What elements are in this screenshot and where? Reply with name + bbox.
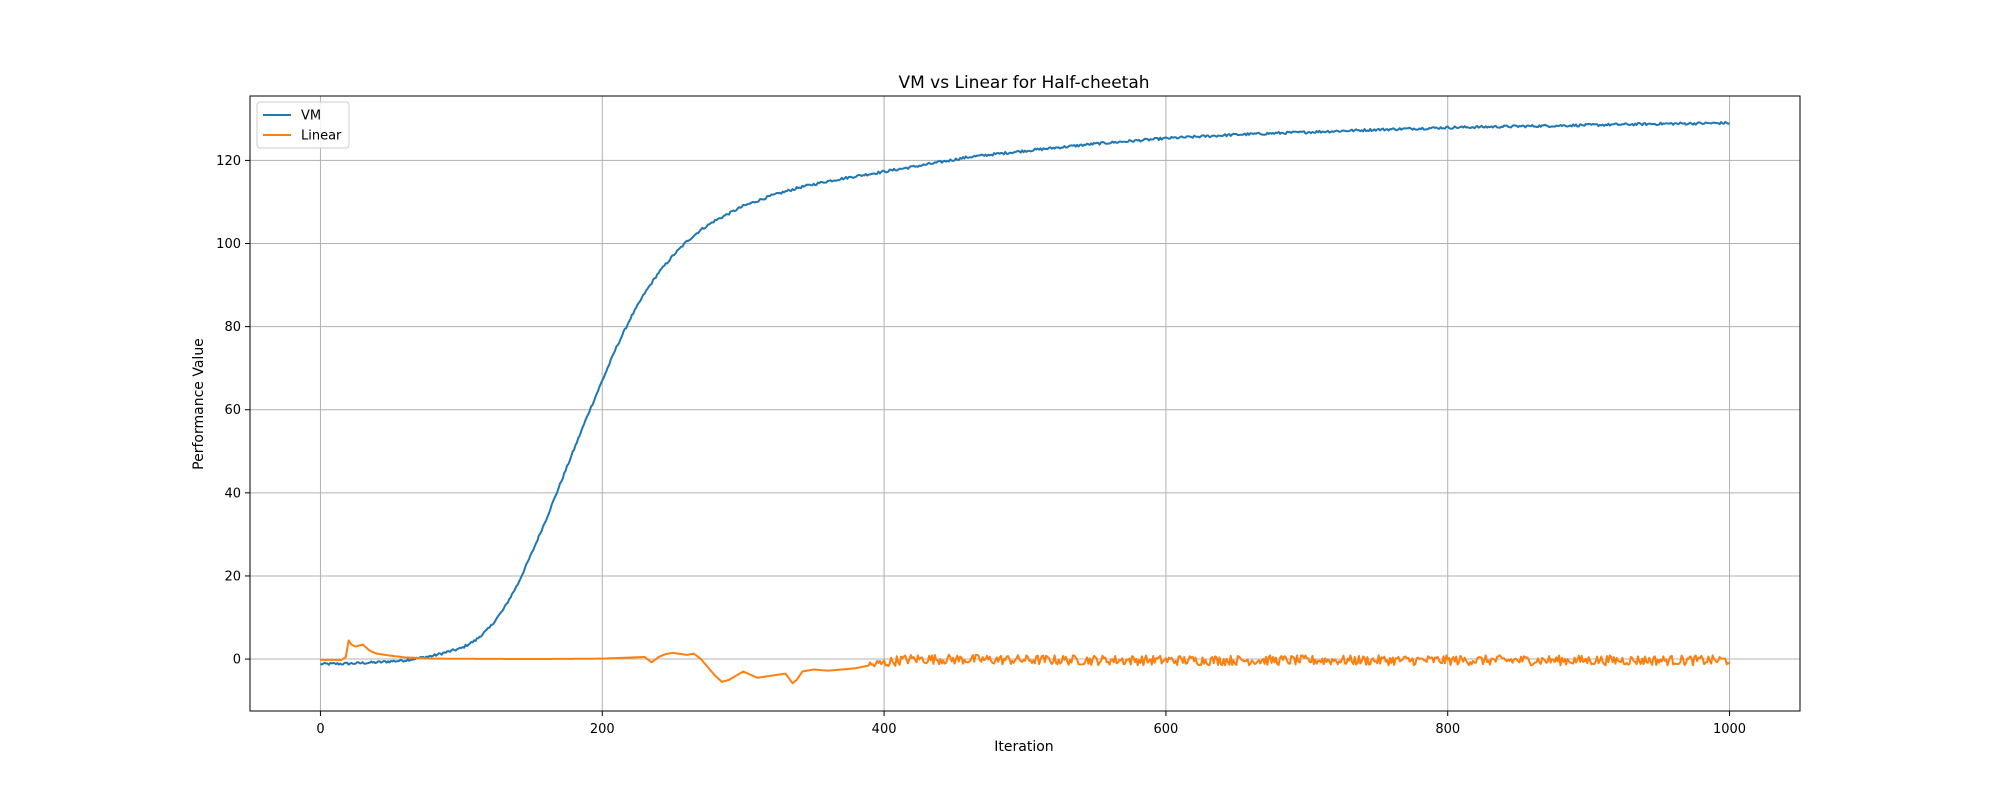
chart-title: VM vs Linear for Half-cheetah <box>898 73 1149 93</box>
y-tick-label: 60 <box>224 403 241 418</box>
legend-box <box>256 101 350 149</box>
legend-label-linear: Linear <box>301 129 342 144</box>
legend-label-vm: VM <box>301 109 321 124</box>
y-tick-label: 100 <box>216 237 241 252</box>
plot-frame <box>249 95 1801 712</box>
series-line-vm <box>319 120 1730 666</box>
x-tick-label: 400 <box>872 722 897 737</box>
x-tick-label: 200 <box>590 722 615 737</box>
y-axis-label: Performance Value <box>191 338 207 470</box>
y-tick-label: 120 <box>216 154 241 169</box>
y-tick-label: 80 <box>224 320 241 335</box>
y-tick-label: 0 <box>233 653 241 668</box>
grid <box>250 96 1800 711</box>
x-tick-label: 1000 <box>1713 722 1746 737</box>
x-tick-label: 800 <box>1435 722 1460 737</box>
y-tick-label: 20 <box>224 569 241 584</box>
x-tick-label: 600 <box>1153 722 1178 737</box>
x-tick-label: 0 <box>316 722 324 737</box>
legend: VM Linear <box>256 101 350 149</box>
x-axis-label: Iteration <box>994 739 1053 755</box>
series-line-linear <box>320 639 1731 685</box>
axis-ticks: 0 200 400 600 800 1000 0 20 40 60 80 100 120 <box>216 154 1746 737</box>
series-layer <box>319 120 1731 685</box>
y-tick-label: 40 <box>224 486 241 501</box>
